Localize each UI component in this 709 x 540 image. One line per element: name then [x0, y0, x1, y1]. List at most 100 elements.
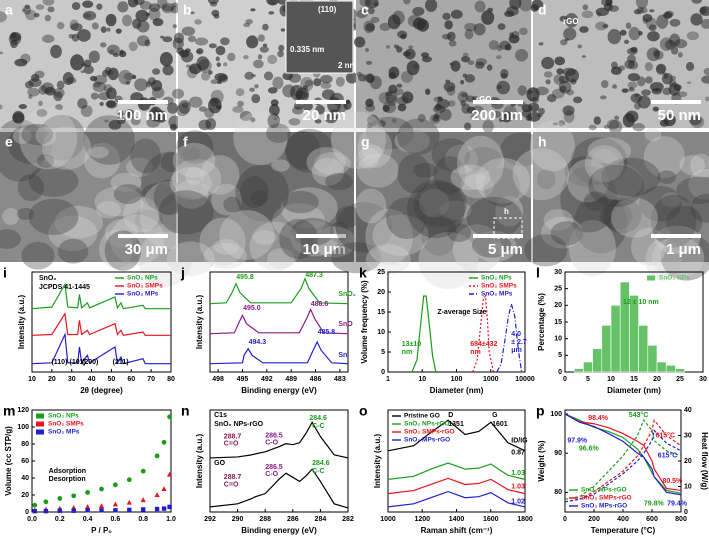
legend-label: SnO₂ SMPs [481, 283, 517, 290]
bar [592, 348, 603, 373]
y-tick-label: 0 [381, 369, 385, 376]
texture [169, 166, 212, 200]
texture [27, 87, 40, 97]
texture [503, 105, 517, 121]
texture [627, 81, 638, 89]
plot-frame [31, 271, 172, 373]
texture [466, 106, 476, 114]
texture [600, 79, 609, 89]
texture [497, 23, 506, 30]
series-line [209, 468, 349, 509]
texture [403, 0, 411, 5]
texture [280, 187, 338, 229]
texture [243, 22, 251, 28]
texture [570, 137, 628, 186]
annotation: (101) [70, 359, 86, 366]
x-tick-label: 1000 [380, 516, 396, 523]
texture [187, 35, 197, 43]
x-tick-label: 50 [108, 376, 116, 383]
x-tick-label: 10 [28, 376, 36, 383]
texture [492, 110, 502, 118]
texture [104, 119, 109, 123]
annotation: C-C [312, 468, 324, 475]
texture [700, 18, 709, 29]
y-tick-label: 30 [684, 432, 692, 439]
texture [83, 115, 135, 165]
texture [94, 186, 144, 217]
texture [633, 9, 642, 15]
texture [690, 153, 709, 178]
texture [628, 26, 641, 41]
texture [512, 148, 570, 201]
texture [643, 136, 685, 179]
x-tick-label: 483 [334, 376, 346, 383]
annotation: (200) [82, 359, 98, 366]
texture [432, 115, 440, 122]
y2-axis-label: Heat flow (W/g) [700, 432, 709, 490]
texture [208, 43, 217, 49]
y-axis-label: Intensity (a.u.) [373, 434, 382, 489]
texture [495, 55, 502, 60]
panel-letter: m [3, 403, 15, 419]
bar [583, 361, 593, 373]
texture [99, 101, 104, 106]
texture [257, 34, 265, 42]
texture [16, 207, 35, 220]
texture [211, 183, 242, 216]
texture [365, 116, 414, 150]
texture [558, 75, 570, 84]
texture [135, 9, 149, 22]
annotation: 495.8 [236, 274, 254, 281]
texture [115, 28, 122, 34]
texture [386, 197, 428, 240]
series-line [387, 462, 526, 480]
bar [638, 325, 649, 373]
annotation: 4.0 [511, 331, 521, 338]
texture [602, 23, 609, 29]
texture [629, 87, 634, 91]
texture [0, 11, 7, 23]
texture [401, 91, 414, 104]
texture [633, 102, 641, 110]
point [161, 486, 167, 492]
texture [172, 88, 185, 99]
texture [481, 10, 495, 25]
texture [194, 19, 202, 25]
texture [556, 68, 564, 75]
texture [277, 50, 284, 58]
annotation: 79.8% [644, 501, 665, 508]
texture [259, 46, 269, 53]
texture [152, 68, 161, 75]
texture [239, 110, 253, 122]
texture [178, 99, 191, 114]
texture [151, 108, 159, 115]
texture [583, 191, 608, 211]
texture [235, 164, 289, 222]
legend-label: SnO₂ NPs-rGO [581, 487, 627, 494]
texture [196, 48, 204, 55]
texture [98, 229, 134, 269]
texture [28, 165, 79, 197]
texture [673, 84, 682, 91]
texture [644, 127, 662, 142]
texture [140, 183, 175, 209]
texture [92, 81, 107, 93]
texture [123, 72, 135, 81]
texture [606, 119, 620, 130]
y-tick-label: 25 [554, 286, 562, 293]
texture [425, 0, 438, 12]
texture [444, 20, 453, 30]
texture [688, 115, 702, 126]
texture [70, 54, 85, 71]
texture [690, 116, 705, 129]
annotation: (211) [113, 359, 129, 366]
legend-label: SnO₂ NPs [659, 275, 690, 282]
y-tick-label: 15 [554, 319, 562, 326]
texture [25, 9, 37, 21]
texture [630, 93, 643, 103]
texture [288, 118, 301, 126]
y-tick-label: 10 [554, 336, 562, 343]
annotation: 684±432 [470, 341, 497, 348]
legend-swatch [647, 275, 655, 281]
texture [253, 59, 264, 69]
